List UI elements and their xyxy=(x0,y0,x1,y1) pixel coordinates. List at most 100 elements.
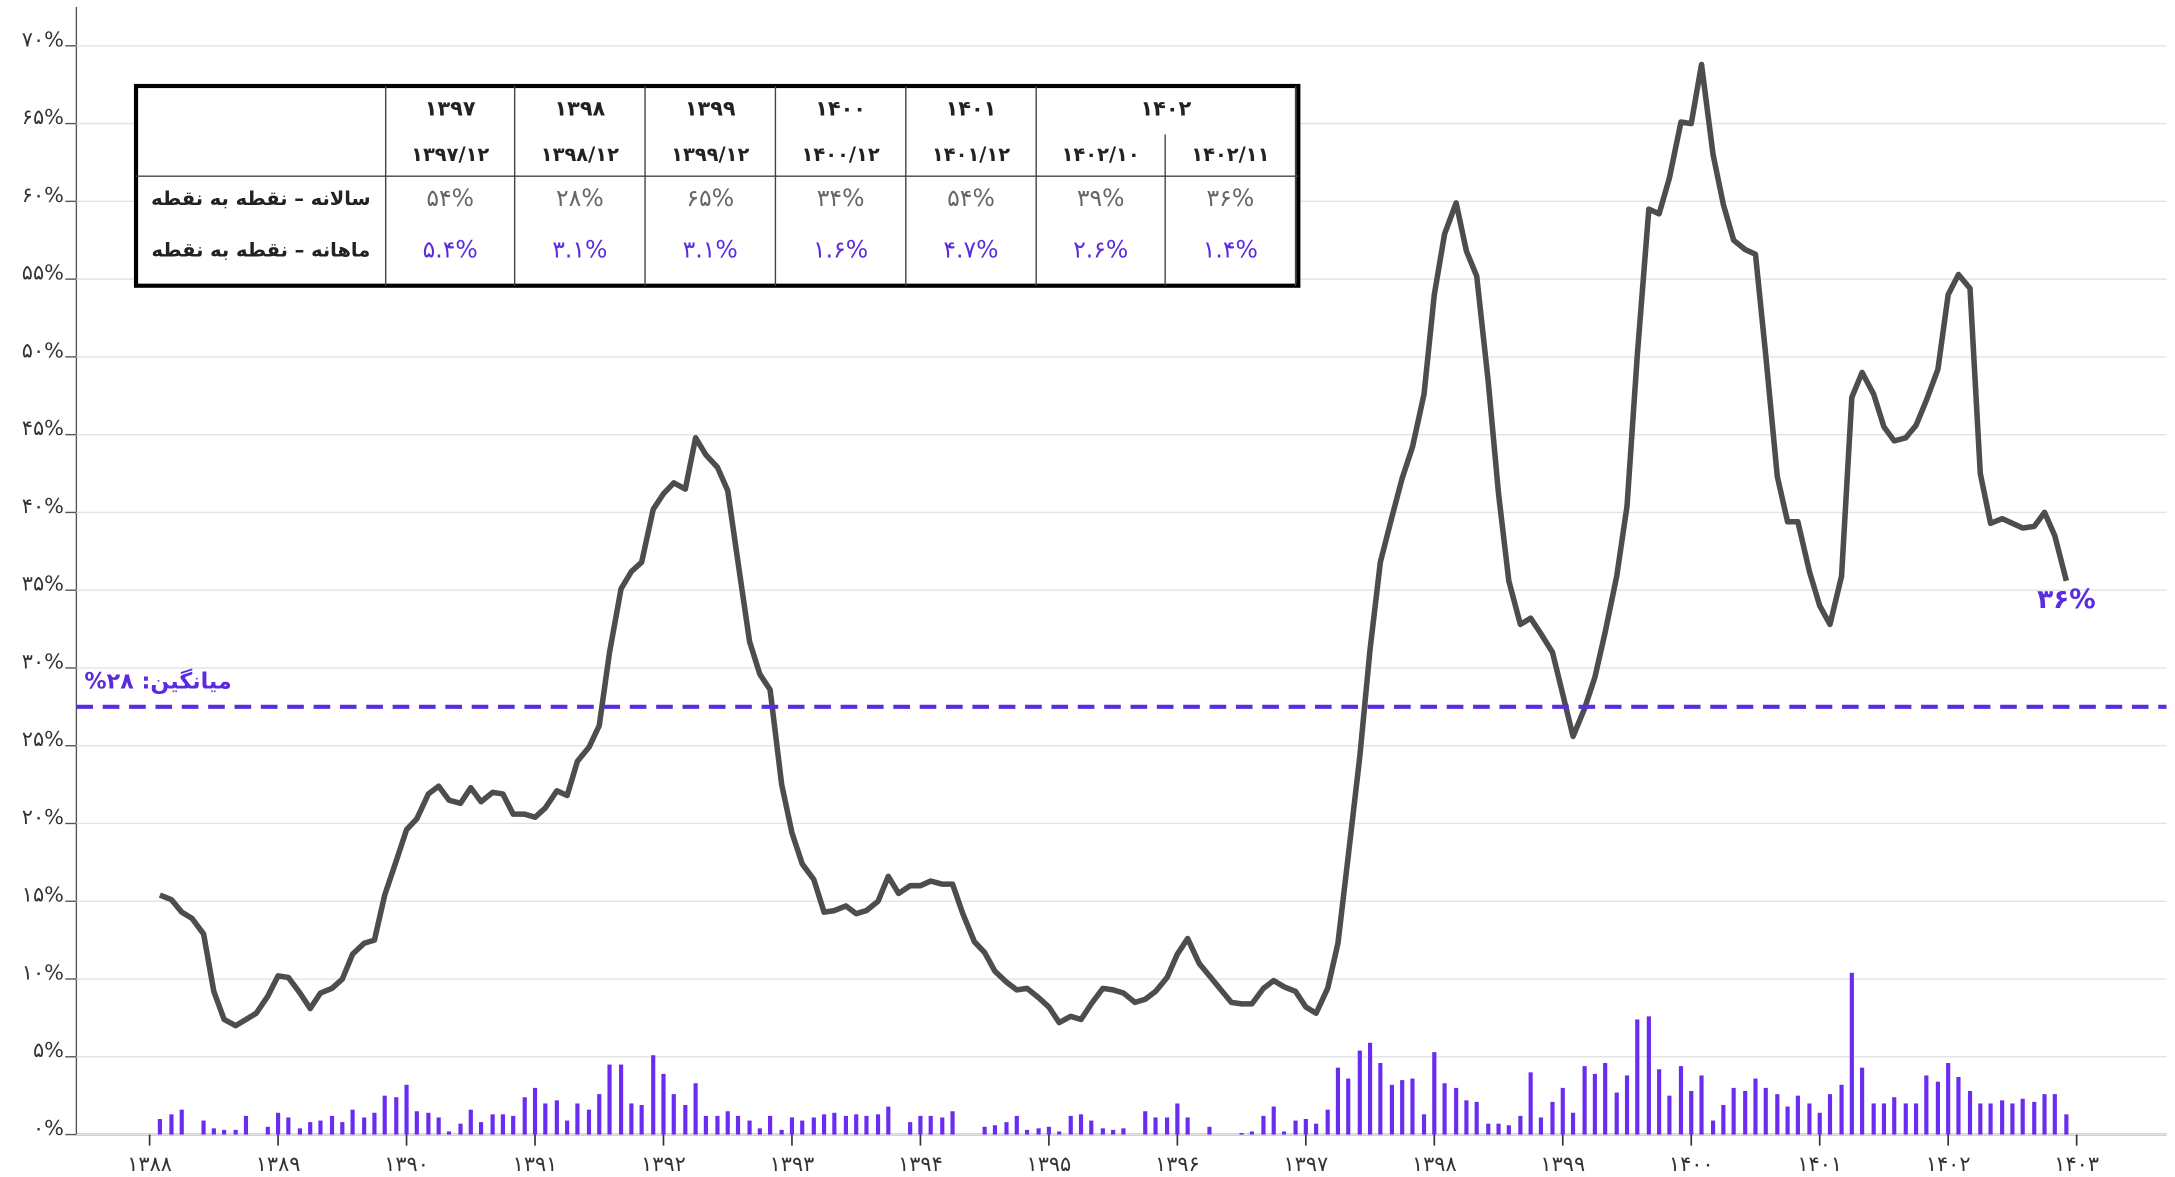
table-cell: ۲.۶% xyxy=(1073,236,1128,264)
table-cell: ۳۴% xyxy=(817,184,865,212)
bar xyxy=(179,1109,184,1135)
bar xyxy=(1432,1052,1437,1135)
bar xyxy=(1378,1063,1383,1135)
x-tick-label: ۱۳۹۸ xyxy=(1412,1152,1457,1176)
x-tick-label: ۱۴۰۲ xyxy=(1926,1152,1971,1176)
bar xyxy=(1807,1103,1812,1135)
bar xyxy=(779,1129,784,1135)
x-tick-label: ۱۳۹۵ xyxy=(1027,1152,1072,1176)
bar xyxy=(1175,1103,1180,1135)
bar xyxy=(1410,1078,1415,1135)
bar xyxy=(992,1125,998,1135)
x-tick-label: ۱۴۰۳ xyxy=(2054,1152,2099,1176)
bar xyxy=(1538,1117,1544,1135)
bar xyxy=(1827,1094,1833,1135)
bar xyxy=(276,1112,281,1135)
bar xyxy=(1795,1095,1800,1135)
x-tick-label: ۱۳۸۸ xyxy=(127,1152,172,1176)
bar xyxy=(2064,1114,2069,1135)
bar xyxy=(329,1115,335,1135)
table-cell: ۳۹% xyxy=(1077,184,1125,212)
x-tick-label: ۱۳۹۲ xyxy=(641,1152,686,1176)
table-cell: ۵۴% xyxy=(947,184,995,212)
y-tick-label: ۳۵% xyxy=(22,572,64,596)
bar xyxy=(201,1120,206,1135)
bar xyxy=(1570,1112,1576,1135)
bar xyxy=(1699,1075,1704,1135)
x-tick-label: ۱۳۹۹ xyxy=(1540,1152,1585,1176)
bar xyxy=(1024,1129,1030,1135)
bar xyxy=(169,1114,174,1135)
bar xyxy=(458,1123,463,1135)
y-tick-label: ۱۵% xyxy=(22,883,64,907)
bar xyxy=(1646,1016,1651,1135)
y-tick-label: ۲۰% xyxy=(22,805,64,829)
bar xyxy=(1389,1084,1394,1135)
x-tick-label: ۱۳۹۳ xyxy=(770,1152,815,1176)
table-cell: ۵۴% xyxy=(426,184,474,212)
bar xyxy=(1004,1122,1009,1135)
bar xyxy=(2032,1101,2037,1135)
bar xyxy=(426,1112,431,1135)
bar xyxy=(436,1117,441,1135)
bar xyxy=(1421,1114,1427,1135)
bar xyxy=(575,1103,580,1135)
bar xyxy=(1817,1112,1822,1135)
bar xyxy=(1474,1101,1479,1135)
table-cell: ۶۵% xyxy=(686,184,734,212)
bar xyxy=(832,1112,837,1135)
bar xyxy=(1335,1067,1341,1135)
y-tick-label: ۶۰% xyxy=(22,183,64,207)
bar xyxy=(318,1120,323,1135)
table-period: ۱۴۰۰/۱۲ xyxy=(802,143,880,166)
bar xyxy=(1036,1128,1041,1135)
bar xyxy=(2052,1094,2057,1135)
bar xyxy=(918,1115,923,1135)
bar xyxy=(982,1126,987,1135)
bar xyxy=(693,1083,698,1135)
bar xyxy=(340,1122,345,1135)
bar xyxy=(843,1115,848,1135)
bar xyxy=(789,1117,795,1135)
bar xyxy=(1046,1126,1051,1135)
bar xyxy=(1207,1126,1212,1135)
bar xyxy=(950,1111,955,1135)
table-year: ۱۳۹۸ xyxy=(554,97,605,121)
bar xyxy=(362,1117,367,1135)
line xyxy=(158,61,2070,1029)
bar xyxy=(651,1055,656,1135)
bar xyxy=(1956,1077,1961,1135)
bar xyxy=(211,1128,216,1135)
bar xyxy=(703,1115,708,1135)
y-tick-label: ۳۰% xyxy=(22,649,64,673)
bar xyxy=(500,1114,505,1135)
bar xyxy=(619,1064,624,1135)
bar xyxy=(265,1126,270,1135)
bar xyxy=(1743,1091,1748,1135)
bar xyxy=(735,1115,741,1135)
bar xyxy=(1763,1087,1768,1135)
bar xyxy=(1367,1042,1373,1135)
bar xyxy=(2042,1094,2047,1135)
bar xyxy=(928,1115,933,1135)
bar xyxy=(511,1115,516,1135)
bar xyxy=(1314,1123,1319,1135)
bar xyxy=(1903,1103,1908,1135)
bar xyxy=(747,1120,752,1135)
bar xyxy=(1721,1105,1726,1135)
bar xyxy=(1785,1106,1790,1135)
bar xyxy=(1860,1067,1865,1135)
bar xyxy=(350,1109,355,1135)
y-tick-label: ۵% xyxy=(33,1038,64,1062)
bar xyxy=(1881,1103,1887,1135)
bar xyxy=(554,1100,559,1135)
table-row-label: ماهانه – نقطه به نقطه xyxy=(151,239,370,262)
bar xyxy=(468,1109,473,1135)
y-tick-label: ۰% xyxy=(33,1116,64,1140)
table-cell: ۵.۴% xyxy=(423,236,478,264)
mean-label: میانگین: ۲۸% xyxy=(84,667,231,694)
bar xyxy=(854,1114,859,1135)
bar xyxy=(1239,1133,1244,1135)
bar xyxy=(800,1120,805,1135)
